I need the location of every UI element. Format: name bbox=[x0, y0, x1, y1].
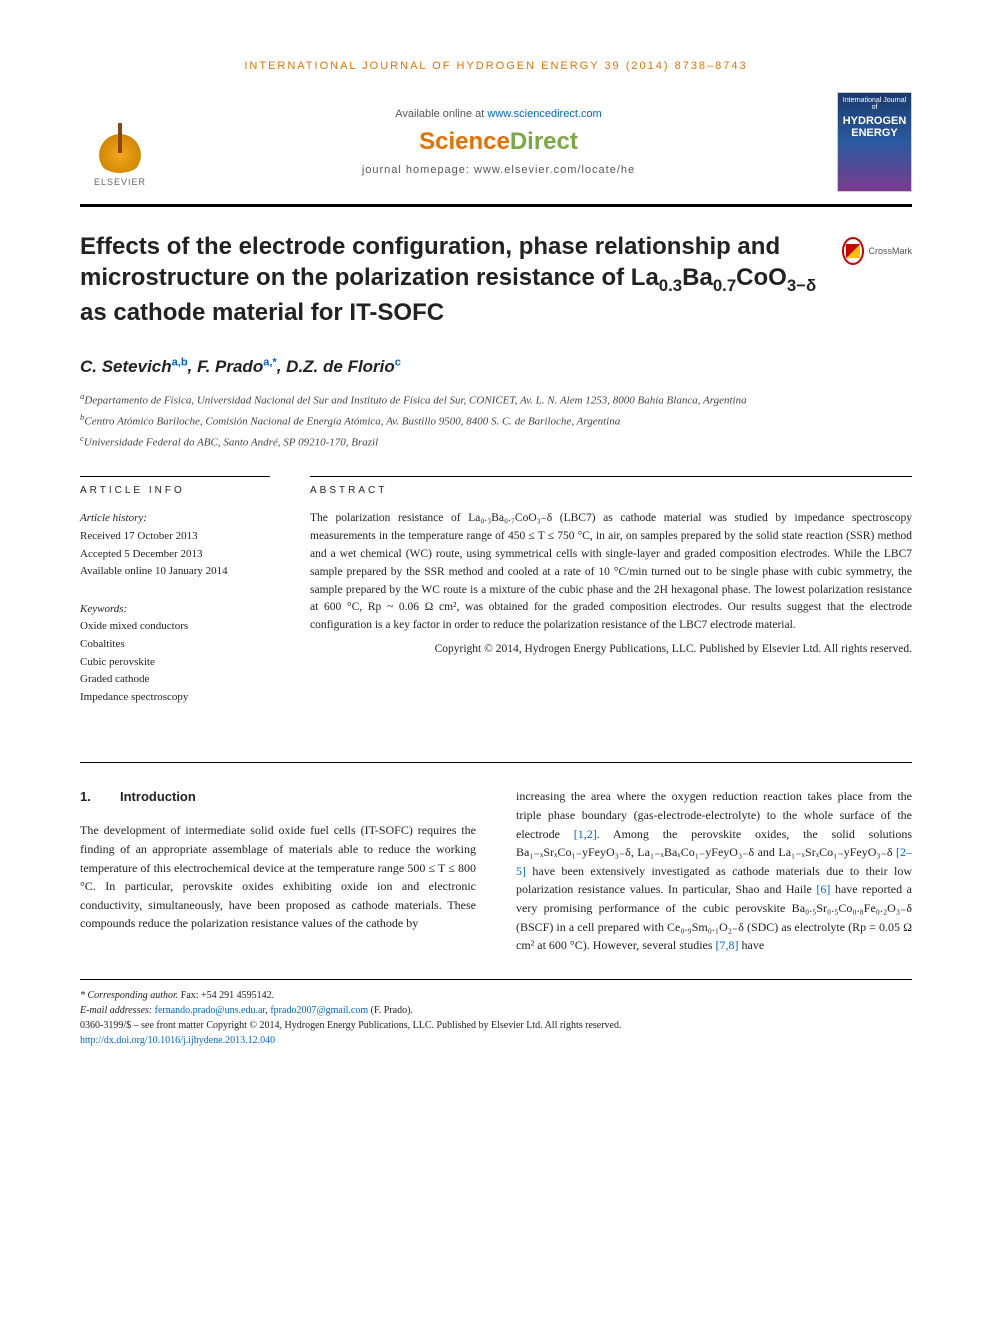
title-sub2: 0.7 bbox=[713, 276, 736, 295]
title-sub1: 0.3 bbox=[659, 276, 682, 295]
author-3: D.Z. de Florioc bbox=[286, 357, 401, 376]
corresponding-author: * Corresponding author. Fax: +54 291 459… bbox=[80, 988, 912, 1003]
abstract-text: The polarization resistance of La₀.₃Ba₀.… bbox=[310, 510, 912, 635]
body-divider bbox=[80, 762, 912, 763]
author-1-sup: a,b bbox=[172, 356, 188, 368]
center-header: Available online at www.sciencedirect.co… bbox=[180, 108, 817, 176]
aff-a-text: Departamento de Física, Universidad Naci… bbox=[84, 394, 746, 406]
journal-homepage: journal homepage: www.elsevier.com/locat… bbox=[180, 164, 817, 176]
affiliation-c: cUniversidade Federal do ABC, Santo Andr… bbox=[80, 431, 912, 452]
copyright-line: Copyright © 2014, Hydrogen Energy Public… bbox=[310, 641, 912, 659]
email-line: E-mail addresses: fernando.prado@uns.edu… bbox=[80, 1003, 912, 1018]
title-sub3: 3−δ bbox=[787, 276, 816, 295]
sd-word-science: Science bbox=[419, 128, 510, 155]
section-1-num: 1. bbox=[80, 787, 120, 807]
crossmark-badge[interactable]: CrossMark bbox=[842, 231, 912, 271]
author-1-name: C. Setevich bbox=[80, 357, 172, 376]
keyword-1: Oxide mixed conductors bbox=[80, 618, 270, 636]
column-right: increasing the area where the oxygen red… bbox=[516, 787, 912, 954]
affiliation-b: bCentro Atómico Bariloche, Comisión Naci… bbox=[80, 410, 912, 431]
ref-7-8[interactable]: [7,8] bbox=[716, 938, 739, 952]
ref-6[interactable]: [6] bbox=[816, 882, 830, 896]
keywords-label: Keywords: bbox=[80, 601, 270, 619]
sciencedirect-logo: ScienceDirect bbox=[180, 128, 817, 156]
article-info: ARTICLE INFO Article history: Received 1… bbox=[80, 476, 270, 726]
doi-link[interactable]: http://dx.doi.org/10.1016/j.ijhydene.201… bbox=[80, 1035, 275, 1046]
title-divider bbox=[80, 204, 912, 207]
article-history: Article history: Received 17 October 201… bbox=[80, 510, 270, 580]
aff-b-text: Centro Atómico Bariloche, Comisión Nacio… bbox=[84, 416, 620, 428]
article-title: Effects of the electrode configuration, … bbox=[80, 231, 822, 328]
history-label: Article history: bbox=[80, 510, 270, 528]
intro-para-1: The development of intermediate solid ox… bbox=[80, 821, 476, 933]
footnotes: * Corresponding author. Fax: +54 291 459… bbox=[80, 979, 912, 1048]
authors: C. Setevicha,b, F. Pradoa,*, D.Z. de Flo… bbox=[80, 356, 912, 377]
email-label: E-mail addresses: bbox=[80, 1005, 155, 1016]
elsevier-label: ELSEVIER bbox=[94, 177, 146, 187]
author-3-sup: c bbox=[395, 356, 401, 368]
info-abstract-row: ARTICLE INFO Article history: Received 1… bbox=[80, 476, 912, 726]
journal-citation: INTERNATIONAL JOURNAL OF HYDROGEN ENERGY… bbox=[80, 60, 912, 72]
cover-line2: HYDROGEN bbox=[838, 115, 911, 127]
affiliation-a: aDepartamento de Física, Universidad Nac… bbox=[80, 389, 912, 410]
elsevier-logo: ELSEVIER bbox=[80, 97, 160, 187]
email-who: (F. Prado). bbox=[368, 1005, 413, 1016]
keyword-2: Cobaltites bbox=[80, 636, 270, 654]
body-columns: 1.Introduction The development of interm… bbox=[80, 787, 912, 954]
affiliations: aDepartamento de Física, Universidad Nac… bbox=[80, 389, 912, 453]
corr-fax: Fax: +54 291 4595142. bbox=[178, 990, 274, 1001]
elsevier-tree-icon bbox=[90, 113, 150, 173]
available-online: Available online at www.sciencedirect.co… bbox=[180, 108, 817, 120]
history-accepted: Accepted 5 December 2013 bbox=[80, 546, 270, 564]
abstract-heading: ABSTRACT bbox=[310, 476, 912, 496]
issn-copyright: 0360-3199/$ – see front matter Copyright… bbox=[80, 1018, 912, 1033]
author-3-name: D.Z. de Florio bbox=[286, 357, 395, 376]
author-2-name: F. Prado bbox=[197, 357, 263, 376]
abstract: ABSTRACT The polarization resistance of … bbox=[310, 476, 912, 726]
crossmark-label: CrossMark bbox=[868, 246, 912, 256]
history-received: Received 17 October 2013 bbox=[80, 528, 270, 546]
sd-word-direct: Direct bbox=[510, 128, 578, 155]
column-left: 1.Introduction The development of interm… bbox=[80, 787, 476, 954]
title-mid2: CoO bbox=[736, 264, 787, 291]
keyword-4: Graded cathode bbox=[80, 671, 270, 689]
crossmark-icon bbox=[842, 237, 864, 265]
available-label: Available online at bbox=[395, 108, 487, 120]
title-mid1: Ba bbox=[682, 264, 713, 291]
keyword-3: Cubic perovskite bbox=[80, 654, 270, 672]
author-2-sup: a,* bbox=[263, 356, 277, 368]
intro-para-1-cont: increasing the area where the oxygen red… bbox=[516, 787, 912, 954]
author-1: C. Setevicha,b bbox=[80, 357, 188, 376]
email-2[interactable]: fprado2007@gmail.com bbox=[270, 1005, 368, 1016]
title-row: Effects of the electrode configuration, … bbox=[80, 231, 912, 328]
journal-cover: International Journal of HYDROGEN ENERGY bbox=[837, 92, 912, 192]
history-online: Available online 10 January 2014 bbox=[80, 563, 270, 581]
article-info-heading: ARTICLE INFO bbox=[80, 476, 270, 496]
sciencedirect-link[interactable]: www.sciencedirect.com bbox=[487, 108, 601, 120]
aff-c-text: Universidade Federal do ABC, Santo André… bbox=[84, 437, 378, 449]
section-1-heading: 1.Introduction bbox=[80, 787, 476, 807]
email-1[interactable]: fernando.prado@uns.edu.ar bbox=[155, 1005, 266, 1016]
masthead: ELSEVIER Available online at www.science… bbox=[80, 92, 912, 192]
keywords-block: Keywords: Oxide mixed conductors Cobalti… bbox=[80, 601, 270, 707]
cover-line1: International Journal of bbox=[838, 93, 911, 115]
title-post: as cathode material for IT-SOFC bbox=[80, 299, 444, 326]
section-1-title: Introduction bbox=[120, 789, 196, 804]
col2-text-e: have bbox=[739, 938, 765, 952]
ref-1-2[interactable]: [1,2] bbox=[574, 827, 597, 841]
cover-line3: ENERGY bbox=[838, 127, 911, 139]
author-2: F. Pradoa,* bbox=[197, 357, 277, 376]
corr-label: * Corresponding author. bbox=[80, 990, 178, 1001]
keyword-5: Impedance spectroscopy bbox=[80, 689, 270, 707]
